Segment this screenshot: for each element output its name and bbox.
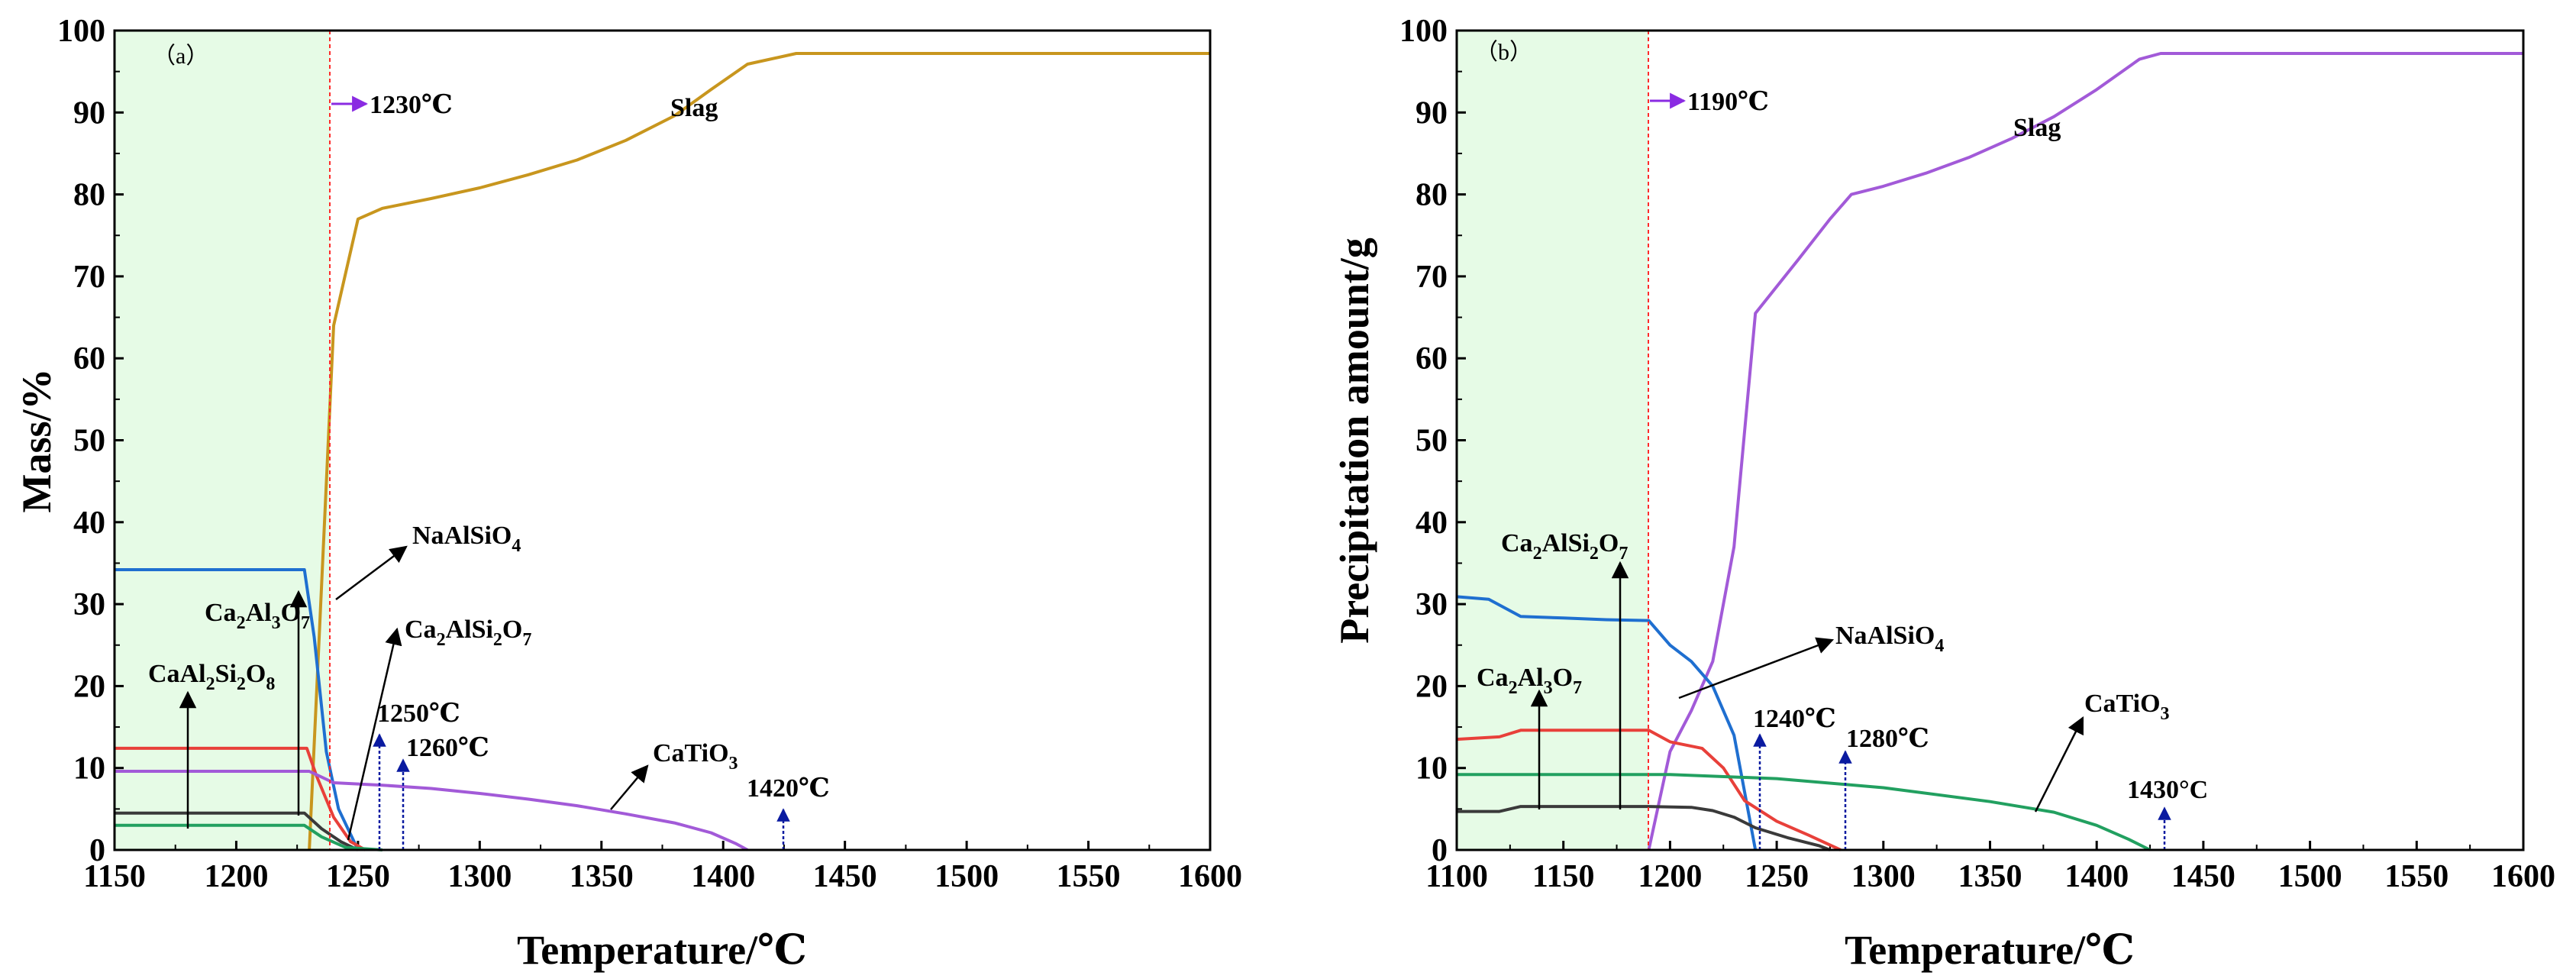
start-temperature-label: 1230℃ xyxy=(370,91,453,119)
vertical-mark-label: 1250℃ xyxy=(377,700,460,728)
x-tick-label: 1450 xyxy=(813,859,877,894)
x-tick-label: 1450 xyxy=(2171,859,2235,894)
y-tick-label: 20 xyxy=(1416,669,1448,704)
x-tick-label: 1250 xyxy=(1745,859,1809,894)
x-axis-label: Temperature/℃ xyxy=(1845,927,2135,973)
y-tick-label: 90 xyxy=(1416,95,1448,131)
vertical-mark-label: 1280℃ xyxy=(1846,725,1929,753)
series-label-slag: Slag xyxy=(670,94,718,122)
annotation-arrow xyxy=(610,764,649,810)
y-tick-label: 10 xyxy=(1416,751,1448,787)
series-label-catio3: CaTiO3 xyxy=(2084,690,2170,724)
x-axis-label: Temperature/℃ xyxy=(517,927,807,973)
x-tick-label: 1600 xyxy=(1178,859,1242,894)
chart-panel-a: 1150 1200 1250 1300 1350 1400 1450 1500 1550 1600… xyxy=(14,14,1242,973)
y-tick-label: 30 xyxy=(1416,587,1448,622)
x-tick-label: 1600 xyxy=(2491,859,2555,894)
x-tick-label: 1550 xyxy=(1057,859,1121,894)
series-line-naalsio4 xyxy=(1456,595,1758,851)
y-tick-label: 100 xyxy=(1399,14,1448,49)
x-tick-label: 1550 xyxy=(2384,859,2448,894)
x-tick-label: 1500 xyxy=(2278,859,2342,894)
series-line-naalsio4 xyxy=(115,568,360,851)
y-tick-label: 40 xyxy=(73,506,105,541)
start-temperature-label: 1190℃ xyxy=(1687,88,1769,116)
y-tick-label: 80 xyxy=(1416,178,1448,213)
y-tick-label: 40 xyxy=(1416,506,1448,541)
vertical-mark-label: 1430°C xyxy=(2127,776,2208,804)
y-tick-label: 90 xyxy=(73,95,105,131)
y-tick-label: 70 xyxy=(73,260,105,295)
series-line-slag xyxy=(308,52,1210,851)
series-label-slag: Slag xyxy=(2013,114,2061,142)
x-tick-label: 1400 xyxy=(2064,859,2129,894)
y-tick-label: 100 xyxy=(57,14,105,49)
series-label-ca2alsi2o7: Ca2AlSi2O7 xyxy=(1501,529,1628,564)
x-tick-label: 1250 xyxy=(326,859,390,894)
x-tick-label: 1500 xyxy=(935,859,999,894)
y-axis-label: Precipitation amount/g xyxy=(1332,237,1377,643)
x-tick-label: 1400 xyxy=(691,859,755,894)
series-line-catio3 xyxy=(115,770,749,851)
x-tick-label: 1150 xyxy=(1532,859,1595,894)
shaded-region xyxy=(1457,31,1648,850)
panel-label: （a） xyxy=(153,44,208,69)
x-tick-label: 1200 xyxy=(1638,859,1702,894)
vertical-mark-label: 1240℃ xyxy=(1753,705,1836,733)
series-line-ca2al3o7 xyxy=(115,746,366,851)
series-label-naalsio4: NaAlSiO4 xyxy=(1835,622,1944,656)
series-line-ca2alsi2o7 xyxy=(1457,805,1831,851)
x-tick-label: 1350 xyxy=(570,859,634,894)
annotation-arrow xyxy=(1678,637,1835,700)
y-tick-label: 0 xyxy=(89,833,105,868)
y-tick-label: 30 xyxy=(73,587,105,622)
y-tick-label: 50 xyxy=(1416,424,1448,459)
series-line-slag xyxy=(1647,52,2523,851)
y-tick-label: 60 xyxy=(73,341,105,376)
vertical-mark-label: 1260℃ xyxy=(406,734,489,762)
y-tick-label: 0 xyxy=(1432,833,1448,868)
annotation-arrow xyxy=(347,627,402,841)
shaded-region xyxy=(115,31,330,850)
y-tick-label: 50 xyxy=(73,424,105,459)
plot-frame xyxy=(113,29,1212,851)
series-line-ca2alsi2o7 xyxy=(115,823,383,851)
series-label-ca2alsi2o7: Ca2AlSi2O7 xyxy=(405,616,531,650)
x-tick-label: 1150 xyxy=(83,859,146,894)
series-line-catio3 xyxy=(1457,773,2151,851)
vertical-mark-label: 1420℃ xyxy=(747,774,830,803)
series-label-naalsio4: NaAlSiO4 xyxy=(412,522,521,556)
series-line-caal2si2o8 xyxy=(115,811,359,851)
series-label-catio3: CaTiO3 xyxy=(653,739,738,774)
chart-panel-b: 1100 1150 1200 1250 1300 1350 1400 1450 1500 1550… xyxy=(1332,14,2555,973)
y-tick-label: 10 xyxy=(73,751,105,787)
x-tick-label: 1200 xyxy=(204,859,268,894)
y-tick-label: 20 xyxy=(73,669,105,704)
plot-frame xyxy=(1455,29,2525,851)
annotation-arrow xyxy=(335,545,408,600)
y-tick-label: 70 xyxy=(1416,260,1448,295)
y-tick-label: 80 xyxy=(73,178,105,213)
x-tick-label: 1350 xyxy=(1958,859,2022,894)
x-tick-label: 1300 xyxy=(447,859,512,894)
series-line-ca2al3o7 xyxy=(1456,729,1842,851)
panel-label: （b） xyxy=(1475,40,1532,65)
x-tick-label: 1100 xyxy=(1425,859,1488,894)
x-tick-label: 1300 xyxy=(1851,859,1916,894)
y-tick-label: 60 xyxy=(1416,341,1448,376)
y-axis-label: Mass/% xyxy=(14,369,60,513)
annotation-arrow xyxy=(2034,716,2084,813)
